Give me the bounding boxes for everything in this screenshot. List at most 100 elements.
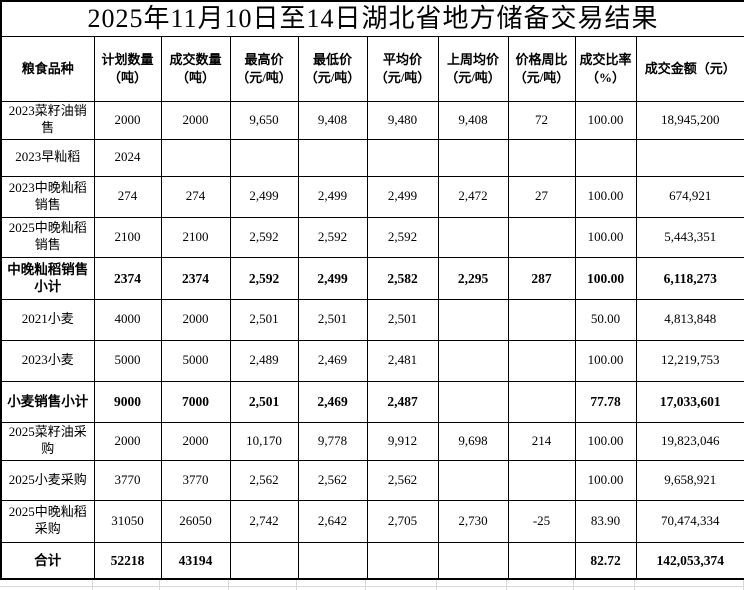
gridline-cell: [160, 580, 229, 590]
value-cell: [635, 138, 744, 177]
value-cell: 72: [507, 100, 576, 140]
value-cell: 7000: [160, 380, 231, 423]
value-cell: 2,592: [229, 256, 299, 300]
value-cell: 2,469: [297, 380, 368, 423]
value-cell: 9000: [93, 380, 162, 423]
value-cell: 2000: [93, 100, 162, 140]
value-cell: 2,501: [229, 298, 299, 341]
value-cell: 2,742: [229, 499, 299, 543]
value-cell: [437, 216, 509, 258]
grain-name-cell: 2021小麦: [0, 298, 95, 341]
header-grain-variety: 粮食品种: [0, 35, 95, 102]
value-cell: 6,118,273: [635, 256, 744, 300]
value-cell: 2000: [160, 100, 231, 140]
value-cell: 100.00: [574, 421, 637, 461]
value-cell: 2,487: [366, 380, 439, 423]
value-cell: [507, 339, 576, 382]
value-cell: 9,698: [437, 421, 509, 461]
header-transaction-amount: 成交金额（元）: [635, 35, 744, 102]
value-cell: [229, 138, 299, 177]
value-cell: [437, 298, 509, 341]
gridline-cell: [229, 580, 297, 590]
table-row: 2025菜籽油采购 2000 2000 10,170 9,778 9,912 9,698 21…: [0, 421, 744, 461]
value-cell: 100.00: [574, 216, 637, 258]
gridline-horizontal: [0, 586, 744, 588]
value-cell: 9,658,921: [635, 459, 744, 501]
value-cell: 2374: [160, 256, 231, 300]
value-cell: 2,295: [437, 256, 509, 300]
value-cell: 2,501: [229, 380, 299, 423]
value-cell: 2,499: [229, 175, 299, 218]
value-cell: 9,408: [297, 100, 368, 140]
header-highest-price: 最高价 （元/吨）: [229, 35, 299, 102]
value-cell: 17,033,601: [635, 380, 744, 423]
header-lowest-price: 最低价 （元/吨）: [297, 35, 368, 102]
value-cell: 82.72: [574, 541, 637, 580]
table-row: 小麦销售小计 9000 7000 2,501 2,469 2,487 77.78 17,033…: [0, 380, 744, 423]
spreadsheet-gridline-strip: [0, 580, 744, 590]
table-row: 2023中晚籼稻销售 274 274 2,499 2,499 2,499 2,472 27 10…: [0, 175, 744, 218]
value-cell: 4,813,848: [635, 298, 744, 341]
value-cell: 12,219,753: [635, 339, 744, 382]
value-cell: 4000: [93, 298, 162, 341]
header-planned-quantity: 计划数量 （吨）: [93, 35, 162, 102]
value-cell: 50.00: [574, 298, 637, 341]
value-cell: 3770: [93, 459, 162, 501]
gridline-cell: [0, 580, 93, 590]
value-cell: 100.00: [574, 100, 637, 140]
value-cell: [507, 298, 576, 341]
grain-name-cell: 2025中晚籼稻采购: [0, 499, 95, 543]
grain-name-cell: 2025小麦采购: [0, 459, 95, 501]
value-cell: 5,443,351: [635, 216, 744, 258]
value-cell: -25: [507, 499, 576, 543]
value-cell: 43194: [160, 541, 231, 580]
grain-name-cell: 2023早籼稻: [0, 138, 95, 177]
value-cell: 274: [160, 175, 231, 218]
value-cell: 5000: [93, 339, 162, 382]
title-row: 2025年11月10日至14日湖北省地方储备交易结果: [0, 0, 744, 37]
value-cell: 10,170: [229, 421, 299, 461]
value-cell: 52218: [93, 541, 162, 580]
value-cell: 9,480: [366, 100, 439, 140]
value-cell: 31050: [93, 499, 162, 543]
value-cell: 2,642: [297, 499, 368, 543]
value-cell: 2100: [160, 216, 231, 258]
value-cell: 2,705: [366, 499, 439, 543]
table-body: 2023菜籽油销售 2000 2000 9,650 9,408 9,480 9,408 72 1…: [0, 100, 744, 580]
value-cell: 100.00: [574, 175, 637, 218]
value-cell: [437, 541, 509, 580]
header-last-week-average: 上周均价 （元/吨）: [437, 35, 509, 102]
value-cell: [507, 380, 576, 423]
value-cell: [366, 541, 439, 580]
value-cell: 5000: [160, 339, 231, 382]
value-cell: [437, 339, 509, 382]
value-cell: 9,650: [229, 100, 299, 140]
gridline-cell: [574, 580, 635, 590]
grain-name-cell: 2025菜籽油采购: [0, 421, 95, 461]
value-cell: 19,823,046: [635, 421, 744, 461]
value-cell: 2,592: [229, 216, 299, 258]
gridline-cell: [366, 580, 437, 590]
value-cell: 2,592: [366, 216, 439, 258]
grain-name-cell: 2023小麦: [0, 339, 95, 382]
value-cell: 2,499: [366, 175, 439, 218]
value-cell: 142,053,374: [635, 541, 744, 580]
table-row: 2025中晚籼稻销售 2100 2100 2,592 2,592 2,592 100.00 5…: [0, 216, 744, 258]
grain-name-cell: 合计: [0, 541, 95, 580]
grain-name-cell: 小麦销售小计: [0, 380, 95, 423]
value-cell: 100.00: [574, 256, 637, 300]
value-cell: [297, 541, 368, 580]
table-header-row: 粮食品种 计划数量 （吨） 成交数量 （吨） 最高价 （元/吨） 最低价 （元/吨） 平…: [0, 35, 744, 102]
value-cell: [437, 380, 509, 423]
gridline-cell: [507, 580, 574, 590]
value-cell: 83.90: [574, 499, 637, 543]
value-cell: 2,501: [366, 298, 439, 341]
value-cell: 287: [507, 256, 576, 300]
value-cell: 2,499: [297, 175, 368, 218]
value-cell: 9,912: [366, 421, 439, 461]
gridline-cell: [635, 580, 744, 590]
value-cell: 3770: [160, 459, 231, 501]
value-cell: 2,472: [437, 175, 509, 218]
